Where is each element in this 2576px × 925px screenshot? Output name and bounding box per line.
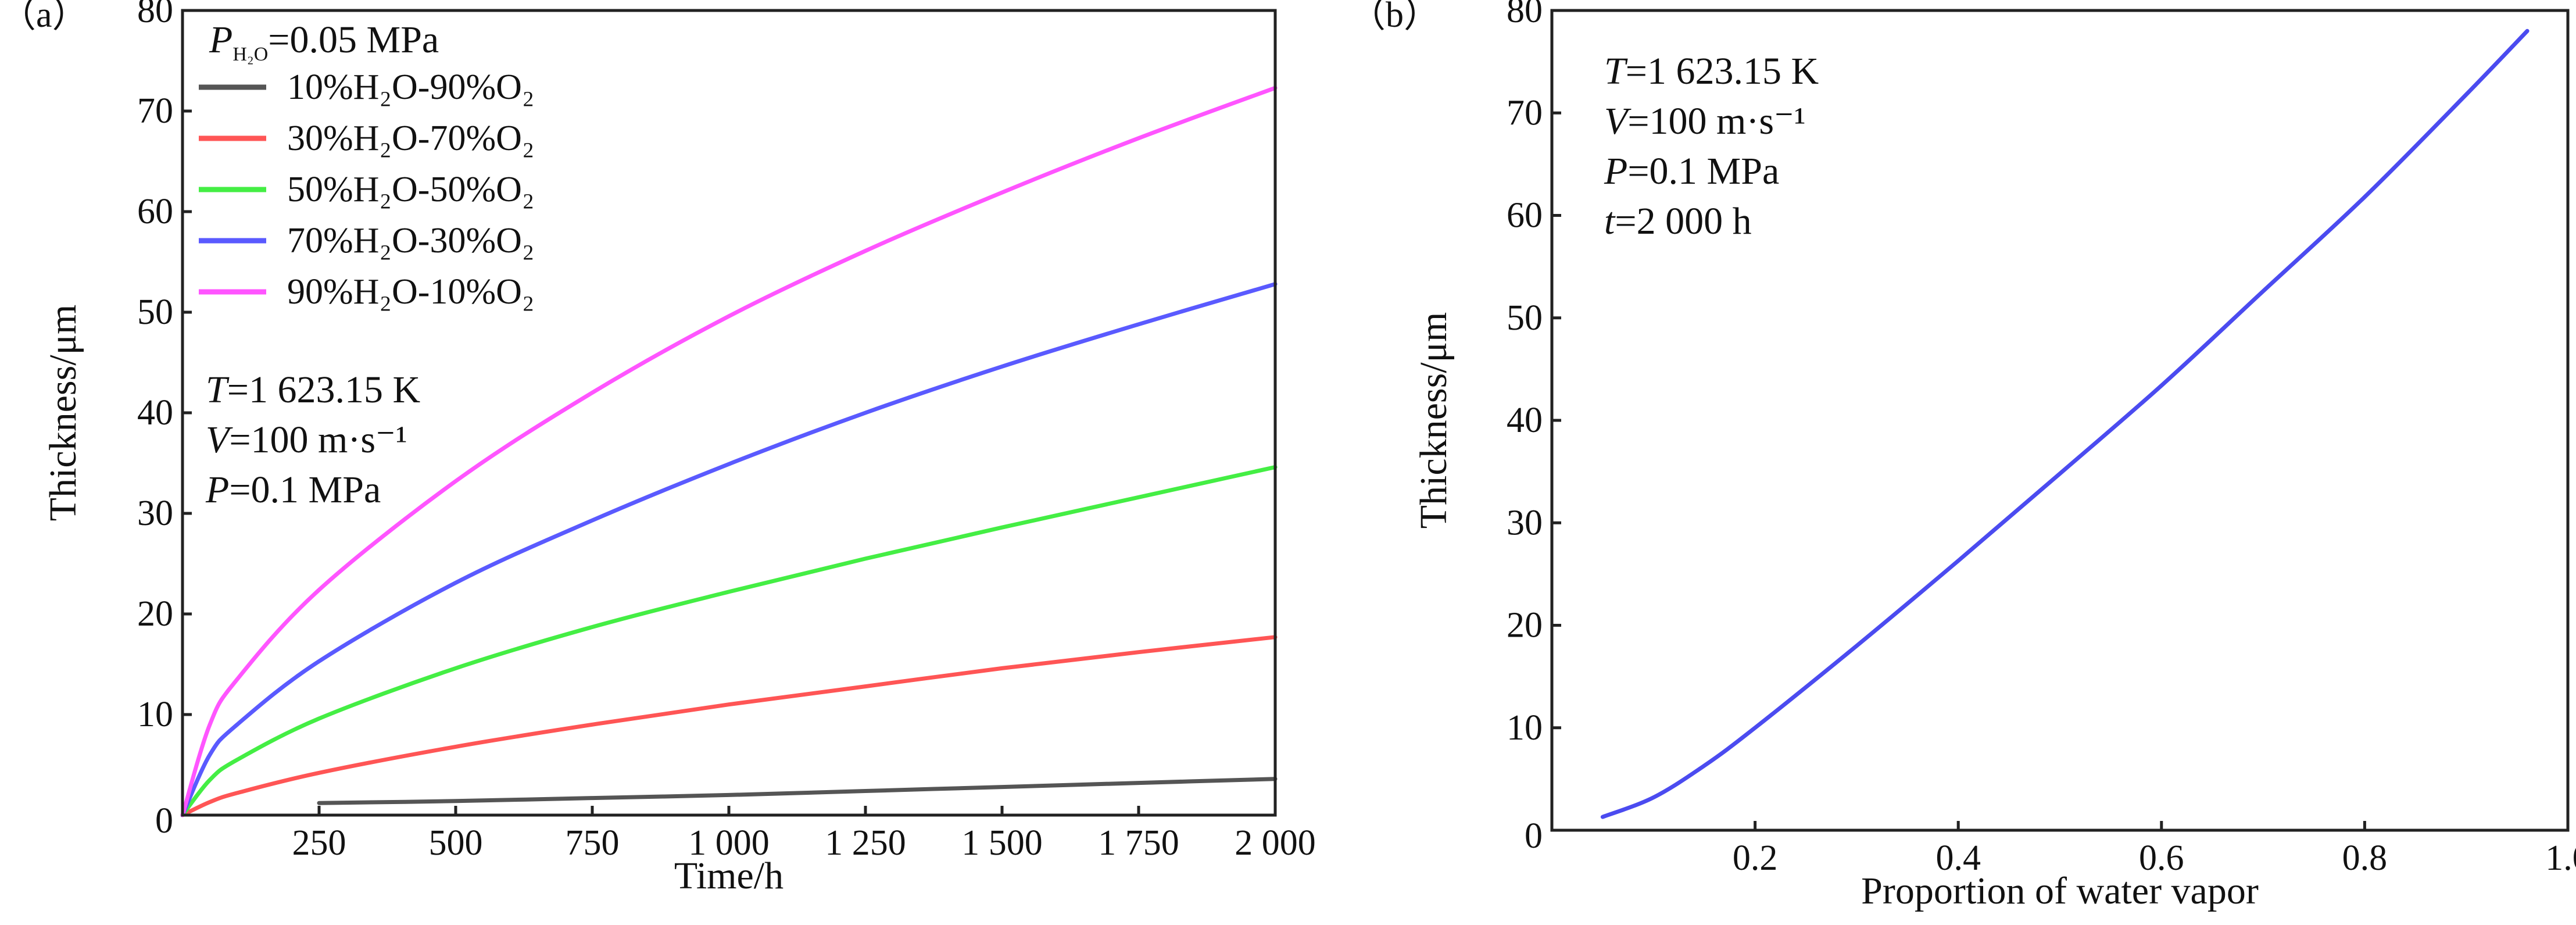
x-tick-label: 750 <box>566 823 620 863</box>
y-axis-label: Thickness/μm <box>42 305 84 522</box>
x-axis-label: Time/h <box>674 855 783 897</box>
series-line-5 <box>180 85 1278 817</box>
y-tick-label: 20 <box>137 594 173 634</box>
condition-annotation-symbol: T <box>1604 50 1628 92</box>
series-line-1 <box>1600 28 2530 819</box>
legend-header-symbol: P <box>209 19 232 61</box>
condition-annotation: T=1 623.15 K <box>1604 50 1819 92</box>
legend-entry-label: 50%H₂O-50%O₂ <box>287 170 535 209</box>
x-tick-label: 0.8 <box>2342 838 2388 878</box>
legend-header-subscript: H₂O <box>232 44 268 65</box>
condition-annotation-value: =100 m·s⁻¹ <box>1627 100 1805 142</box>
condition-annotation: P=0.1 MPa <box>1604 150 1779 192</box>
series-line-2 <box>180 635 1278 817</box>
y-tick-label: 50 <box>137 292 173 332</box>
x-tick-label: 1.0 <box>2545 838 2576 878</box>
condition-annotation-value: =1 623.15 K <box>227 369 420 411</box>
condition-annotation: P=0.1 MPa <box>205 469 381 511</box>
y-tick-label: 10 <box>137 695 173 734</box>
x-tick-label: 0.2 <box>1733 838 1778 878</box>
condition-annotation-symbol: P <box>205 469 229 511</box>
x-tick-label: 1 500 <box>961 823 1043 863</box>
x-tick-label: 250 <box>292 823 346 863</box>
condition-annotation-symbol: V <box>1604 100 1632 142</box>
origin-label: 0 <box>1525 816 1543 856</box>
condition-annotation-symbol: P <box>1604 150 1627 192</box>
y-tick-label: 50 <box>1507 298 1543 338</box>
y-tick-label: 40 <box>137 393 173 433</box>
condition-annotation: V=100 m·s⁻¹ <box>1604 100 1806 142</box>
condition-annotation-symbol: V <box>206 419 233 461</box>
x-axis-label: Proportion of water vapor <box>1861 870 2259 912</box>
chart-b: （b） 10 20 30 40 50 60 70 80 0.2 0.4 0.6 0.8 1.0 0 Propo… <box>1350 0 2576 912</box>
y-tick-label: 80 <box>1507 0 1543 30</box>
panel-label: （a） <box>0 0 88 35</box>
y-tick-label: 70 <box>1507 93 1543 133</box>
y-tick-label: 10 <box>1507 708 1543 748</box>
legend-entry-label: 10%H₂O-90%O₂ <box>287 67 535 107</box>
condition-annotation-symbol: T <box>206 369 230 411</box>
legend-entry-label: 70%H₂O-30%O₂ <box>287 221 535 260</box>
chart-a: （a） 10 20 30 40 50 60 70 80 250 500 750 1 000 1 250 1 … <box>0 0 1316 897</box>
x-tick-label: 1 750 <box>1098 823 1179 863</box>
legend-entry-label: 90%H₂O-10%O₂ <box>287 272 535 312</box>
condition-annotation-symbol: t <box>1604 200 1616 242</box>
condition-annotation-value: =100 m·s⁻¹ <box>229 419 407 461</box>
origin-label: 0 <box>155 801 173 841</box>
x-tick-label: 0.4 <box>1935 838 1981 878</box>
y-tick-label: 20 <box>1507 606 1543 645</box>
condition-annotation-value: =0.1 MPa <box>229 469 381 511</box>
series-line-3 <box>180 465 1278 817</box>
y-axis-label: Thickness/μm <box>1412 312 1455 529</box>
x-tick-label: 1 000 <box>688 823 770 863</box>
x-tick-label: 2 000 <box>1235 823 1316 863</box>
condition-annotation: V=100 m·s⁻¹ <box>206 419 407 461</box>
y-tick-label: 60 <box>137 192 173 231</box>
x-tick-label: 500 <box>429 823 483 863</box>
condition-annotation: T=1 623.15 K <box>206 369 420 411</box>
y-tick-label: 30 <box>1507 503 1543 542</box>
condition-annotation: t=2 000 h <box>1604 200 1752 242</box>
condition-annotation-value: =2 000 h <box>1615 200 1751 242</box>
y-tick-label: 30 <box>137 494 173 533</box>
y-tick-label: 80 <box>137 0 173 30</box>
panel-label: （b） <box>1350 0 1440 35</box>
y-tick-label: 70 <box>137 91 173 131</box>
y-tick-label: 40 <box>1507 401 1543 440</box>
x-tick-label: 1 250 <box>825 823 906 863</box>
legend-entry-label: 30%H₂O-70%O₂ <box>287 119 535 158</box>
series-line-4 <box>180 282 1278 817</box>
legend-header-value: =0.05 MPa <box>268 19 439 61</box>
series-line-1 <box>317 777 1278 805</box>
legend-header: PH₂O=0.05 MPa <box>209 19 439 65</box>
y-tick-label: 60 <box>1507 196 1543 235</box>
condition-annotation-value: =0.1 MPa <box>1627 150 1779 192</box>
condition-annotation-value: =1 623.15 K <box>1626 50 1819 92</box>
x-tick-label: 0.6 <box>2139 838 2184 878</box>
